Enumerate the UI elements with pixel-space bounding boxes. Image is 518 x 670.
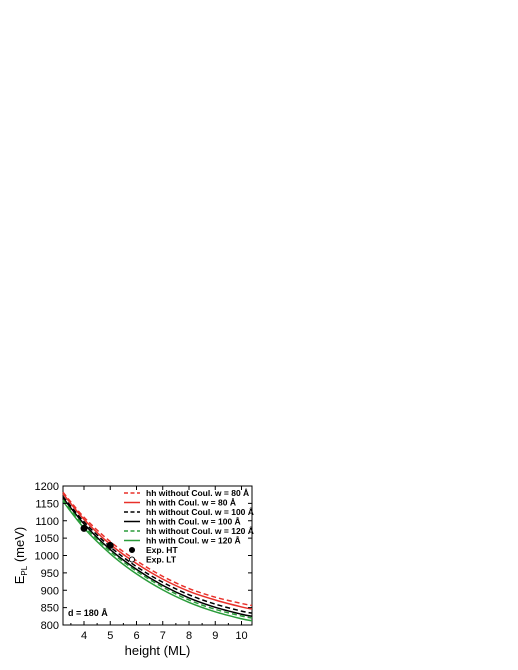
series-line-1 bbox=[62, 491, 253, 607]
data-point-1 bbox=[80, 524, 88, 532]
x-tick-label: 5 bbox=[107, 630, 113, 642]
ticks-group: 4 5 6 7 8 9 10 800 850 900 950 1000 1050 1100 1150 1200 bbox=[35, 481, 252, 642]
legend: hh without Coul. w = 80 Åhh with Coul. w… bbox=[124, 488, 254, 565]
series-line-3 bbox=[62, 495, 253, 614]
series-line-4 bbox=[62, 497, 253, 618]
legend-label: Exp. HT bbox=[146, 545, 178, 555]
series-group bbox=[62, 491, 253, 622]
x-tick-label: 9 bbox=[212, 630, 218, 642]
y-axis-label: EPL (meV) bbox=[12, 527, 29, 584]
annotation-d: d = 180 Å bbox=[68, 608, 108, 618]
legend-label: hh with Coul. w = 100 Å bbox=[146, 517, 241, 527]
data-point-1 bbox=[106, 541, 114, 549]
legend-label: hh without Coul. w = 120 Å bbox=[146, 526, 254, 536]
legend-label: hh without Coul. w = 80 Å bbox=[146, 488, 249, 498]
x-tick-label: 10 bbox=[235, 630, 247, 642]
series-line-6 bbox=[62, 500, 253, 622]
legend-label: hh with Coul. w = 120 Å bbox=[146, 536, 241, 546]
series-line-2 bbox=[62, 493, 253, 610]
y-axis-label-main: E bbox=[12, 575, 27, 584]
y-tick-label: 950 bbox=[41, 568, 59, 580]
y-tick-label: 1100 bbox=[35, 516, 59, 528]
legend-label: hh with Coul. w = 80 Å bbox=[146, 498, 236, 508]
points-group bbox=[80, 524, 114, 549]
y-tick-label: 900 bbox=[41, 585, 59, 597]
x-tick-label: 4 bbox=[81, 630, 87, 642]
x-axis-label: height (ML) bbox=[125, 643, 191, 658]
y-tick-label: 1000 bbox=[35, 551, 59, 563]
y-tick-label: 1050 bbox=[35, 533, 59, 545]
y-tick-label: 850 bbox=[41, 603, 59, 615]
y-axis-label-subscript: PL bbox=[20, 565, 29, 575]
legend-label: Exp. LT bbox=[146, 555, 177, 565]
y-tick-label: 1200 bbox=[35, 481, 59, 493]
x-tick-label: 8 bbox=[186, 630, 192, 642]
legend-label: hh without Coul. w = 100 Å bbox=[146, 507, 254, 517]
y-axis-label-unit: (meV) bbox=[12, 527, 27, 566]
legend-marker bbox=[128, 556, 136, 563]
y-tick-label: 800 bbox=[41, 620, 59, 632]
y-tick-label: 1150 bbox=[35, 498, 59, 510]
series-line-5 bbox=[62, 499, 253, 619]
legend-marker bbox=[128, 546, 136, 554]
x-tick-label: 6 bbox=[133, 630, 139, 642]
x-tick-label: 7 bbox=[160, 630, 166, 642]
